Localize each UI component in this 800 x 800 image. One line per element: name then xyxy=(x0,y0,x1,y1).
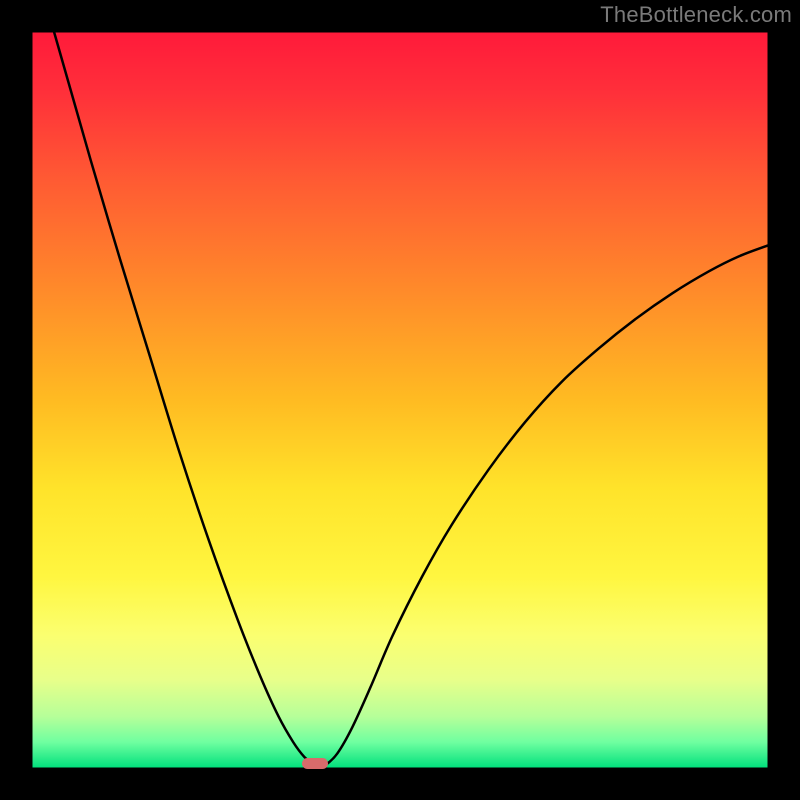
chart-frame: TheBottleneck.com xyxy=(0,0,800,800)
gradient-background xyxy=(32,32,768,768)
watermark-text: TheBottleneck.com xyxy=(600,2,792,28)
optimum-marker xyxy=(302,758,328,769)
bottleneck-curve xyxy=(32,32,768,768)
plot-area xyxy=(32,32,768,768)
